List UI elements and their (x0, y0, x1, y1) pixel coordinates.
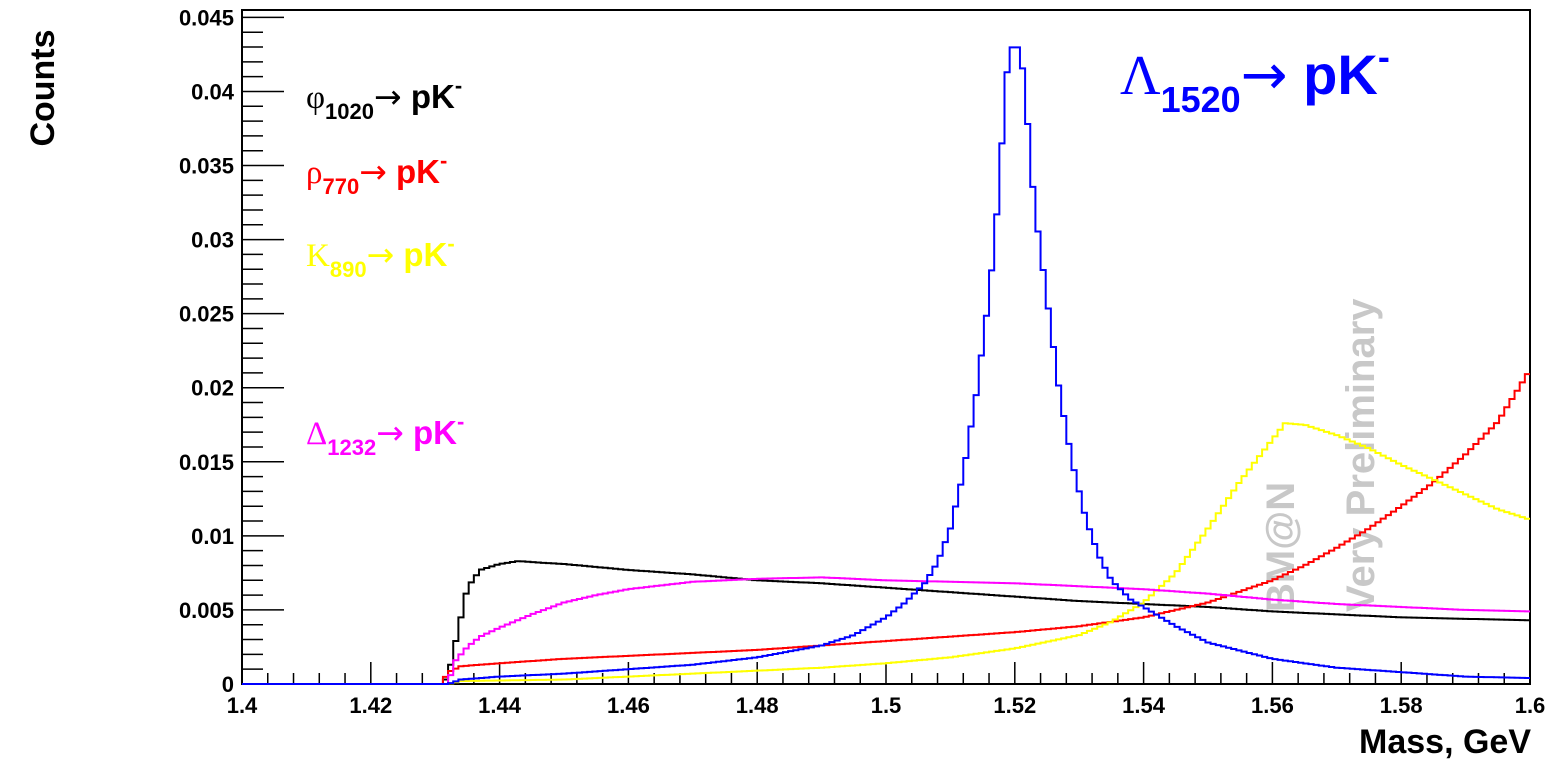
x-tick-label: 1.44 (478, 693, 522, 718)
x-tick-label: 1.48 (736, 693, 779, 718)
watermark-very-preliminary: Very Preliminary (1339, 298, 1383, 612)
legend-superscript: - (1378, 36, 1390, 77)
legend-subscript: 1520 (1161, 79, 1241, 120)
legend-symbol: K (306, 238, 330, 274)
legend-entry-3: Δ1232→ pK- (306, 409, 464, 460)
legend-arrow: → (376, 413, 404, 452)
y-axis-title: Counts (24, 29, 62, 146)
legend-subscript: 890 (330, 257, 367, 282)
legend-entry-1: ρ770→ pK- (306, 148, 447, 199)
x-tick-label: 1.52 (993, 693, 1036, 718)
y-tick-label: 0.025 (179, 302, 234, 327)
x-tick-label: 1.54 (1122, 693, 1166, 718)
legend-symbol: φ (306, 80, 325, 116)
series-line-2 (242, 422, 1530, 685)
x-tick-label: 1.4 (227, 693, 258, 718)
y-tick-label: 0.04 (191, 79, 235, 104)
y-tick-label: 0.03 (191, 228, 234, 253)
series-line-1 (242, 373, 1530, 685)
legend-subscript: 1020 (325, 99, 374, 124)
x-axis-title: Mass, GeV (1359, 723, 1531, 761)
y-tick-label: 0.01 (191, 524, 234, 549)
y-tick-label: 0.015 (179, 450, 234, 475)
series-lines (242, 46, 1530, 685)
legend-superscript: - (447, 231, 454, 256)
legend-arrow: → (374, 77, 402, 116)
legend-subscript: 770 (322, 174, 359, 199)
y-tick-label: 0.045 (179, 5, 234, 30)
legend-arrow: → (367, 235, 395, 274)
legend-entry-2: K890→ pK- (306, 231, 455, 282)
legend-text: pK (404, 414, 457, 451)
legend-text: pK (1288, 43, 1378, 106)
legend-text: pK (402, 78, 455, 115)
x-tick-label: 1.6 (1515, 693, 1546, 718)
x-tick-label: 1.5 (871, 693, 902, 718)
y-tick-label: 0.005 (179, 598, 234, 623)
x-tick-labels: 1.4 1.42 1.44 1.46 1.48 1.5 1.52 1.54 1.56 1.58 1.… (227, 693, 1546, 718)
x-tick-label: 1.42 (349, 693, 392, 718)
legend-symbol: ρ (306, 155, 322, 191)
y-tick-label: 0 (222, 672, 234, 697)
y-tick-labels: 0 0.005 0.01 0.015 0.02 0.025 0.03 0.035 0.04 0.0… (179, 5, 235, 697)
series-line-0 (242, 560, 1530, 685)
legend: φ1020→ pK-ρ770→ pK-K890→ pK-Δ1232→ pK-Λ1… (306, 36, 1390, 460)
legend-subscript: 1232 (327, 435, 376, 460)
tick-marks (241, 16, 1531, 685)
series-line-4 (242, 46, 1530, 685)
legend-symbol: Λ (1120, 45, 1161, 107)
legend-arrow: → (1241, 43, 1288, 108)
legend-text: pK (394, 236, 447, 273)
x-tick-label: 1.56 (1251, 693, 1294, 718)
legend-text: pK (387, 153, 440, 190)
legend-superscript: - (455, 73, 462, 98)
legend-symbol: Δ (306, 416, 327, 452)
axis-ticks (241, 16, 1531, 685)
y-tick-label: 0.02 (191, 376, 234, 401)
legend-superscript: - (457, 409, 464, 434)
y-tick-label: 0.035 (179, 154, 234, 179)
watermark: BM@N Very Preliminary (1259, 298, 1383, 612)
legend-entry-4: Λ1520→ pK- (1120, 36, 1390, 120)
x-tick-label: 1.46 (607, 693, 650, 718)
series-line-3 (242, 576, 1530, 685)
legend-entry-0: φ1020→ pK- (306, 73, 462, 124)
watermark-bmn: BM@N (1259, 482, 1303, 612)
legend-superscript: - (440, 148, 447, 173)
legend-arrow: → (359, 152, 387, 191)
x-tick-label: 1.58 (1380, 693, 1423, 718)
